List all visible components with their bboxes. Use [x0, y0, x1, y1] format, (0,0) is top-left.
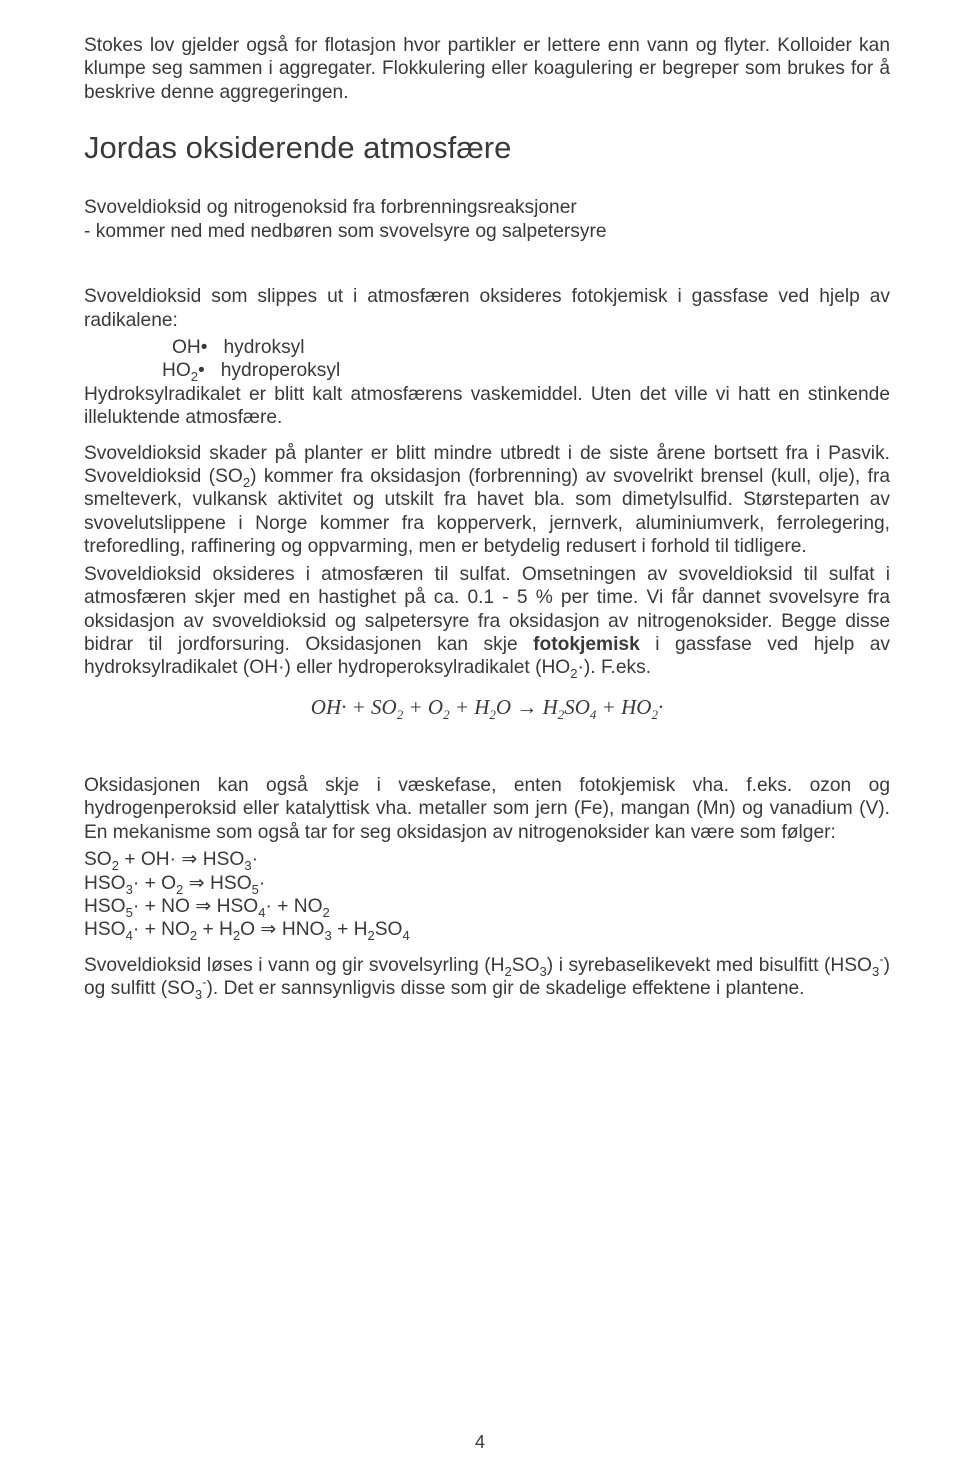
section-heading: Jordas oksiderende atmosfære — [84, 130, 890, 166]
paragraph-3: Svoveldioksid som slippes ut i atmosfære… — [84, 285, 890, 332]
mechanism-line-3: HSO5· + NO ⇒ HSO4· + NO2 — [84, 895, 890, 918]
paragraph-5b: Svoveldioksid oksideres i atmosfæren til… — [84, 563, 890, 680]
paragraph-5: Svoveldioksid skader på planter er blitt… — [84, 442, 890, 559]
chemical-equation: OH· + SO2 + O2 + H2O → H2SO4 + HO2· — [84, 694, 890, 724]
document-page: Stokes lov gjelder også for flotasjon hv… — [0, 0, 960, 1473]
mechanism-line-4: HSO4· + NO2 + H2O ⇒ HNO3 + H2SO4 — [84, 918, 890, 941]
mechanism-line-1: SO2 + OH· ⇒ HSO3· — [84, 848, 890, 871]
paragraph-4: Hydroksylradikalet er blitt kalt atmosfæ… — [84, 383, 890, 430]
radical-1-name: hydroksyl — [224, 337, 305, 358]
spacer — [84, 736, 890, 774]
spacer — [84, 434, 890, 442]
spacer — [84, 946, 890, 954]
radical-line-1: OH• hydroksyl — [84, 336, 890, 359]
intro-paragraph: Stokes lov gjelder også for flotasjon hv… — [84, 34, 890, 104]
spacer — [84, 247, 890, 285]
bullet: • — [198, 360, 221, 381]
radical-2-name: hydroperoksyl — [221, 360, 340, 381]
mechanism-line-2: HSO3· + O2 ⇒ HSO5· — [84, 872, 890, 895]
paragraph-6: Oksidasjonen kan også skje i væskefase, … — [84, 774, 890, 844]
radical-2-symbol: HO2 — [162, 360, 198, 381]
paragraph-2b: - kommer ned med nedbøren som svovelsyre… — [84, 220, 890, 243]
paragraph-2a: Svoveldioksid og nitrogenoksid fra forbr… — [84, 196, 890, 219]
paragraph-7: Svoveldioksid løses i vann og gir svovel… — [84, 954, 890, 1001]
radical-1-symbol: OH — [172, 337, 201, 358]
bullet: • — [201, 337, 224, 358]
radical-line-2: HO2• hydroperoksyl — [84, 359, 890, 382]
page-number: 4 — [0, 1432, 960, 1453]
